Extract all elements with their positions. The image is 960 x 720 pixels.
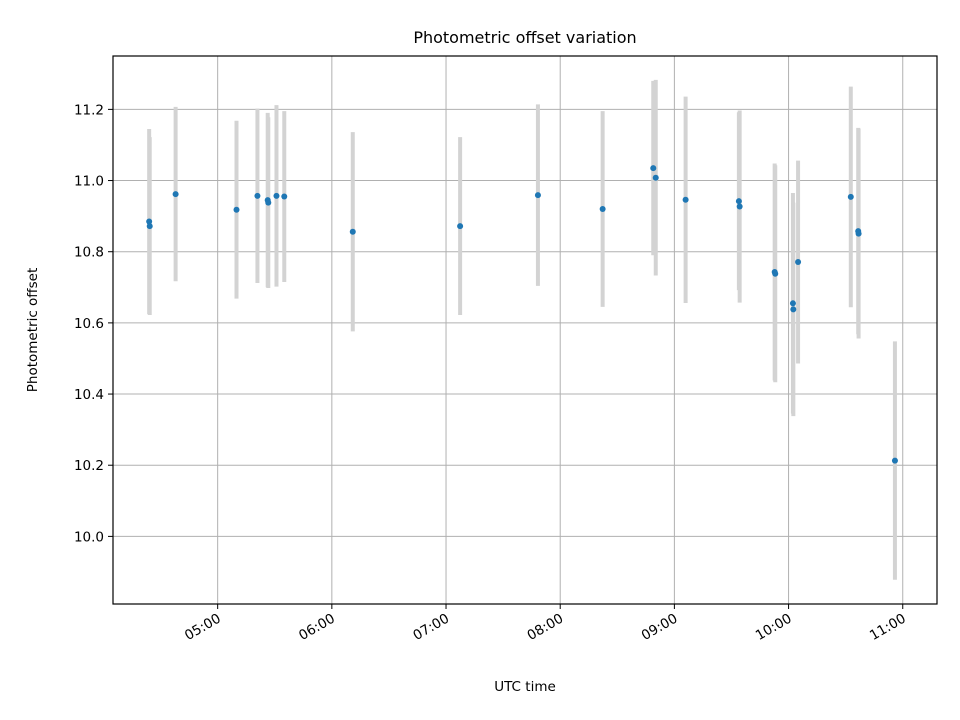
data-point xyxy=(349,228,356,235)
data-point xyxy=(457,223,464,230)
y-tick-label: 10.4 xyxy=(74,387,104,403)
y-axis-label: Photometric offset xyxy=(25,268,41,392)
y-tick-label: 10.8 xyxy=(74,245,104,261)
data-point xyxy=(254,192,261,199)
data-point xyxy=(265,199,272,206)
data-point xyxy=(847,193,854,200)
data-point xyxy=(146,218,153,225)
data-point xyxy=(790,306,797,313)
data-point xyxy=(772,270,779,277)
data-point xyxy=(599,206,606,213)
data-points xyxy=(146,165,898,464)
x-axis-label: UTC time xyxy=(494,679,556,695)
y-tick-label: 10.2 xyxy=(74,458,104,474)
chart-title: Photometric offset variation xyxy=(413,28,636,47)
y-tick-label: 10.6 xyxy=(74,316,104,332)
data-point xyxy=(891,457,898,464)
y-axis-ticks: 10.0 10.2 10.4 10.6 10.8 11.0 11.2 xyxy=(74,102,113,545)
data-point xyxy=(855,230,862,237)
y-tick-label: 11.2 xyxy=(74,102,104,118)
data-point xyxy=(652,174,659,181)
data-point xyxy=(735,198,742,205)
y-tick-label: 10.0 xyxy=(74,529,104,545)
y-tick-label: 11.0 xyxy=(74,174,104,190)
data-point xyxy=(172,191,179,198)
data-point xyxy=(682,196,689,203)
plot-frame xyxy=(112,55,938,605)
data-point xyxy=(146,223,153,230)
data-point xyxy=(273,192,280,199)
data-point xyxy=(233,206,240,213)
data-point xyxy=(795,259,802,266)
data-point xyxy=(736,203,743,210)
data-point xyxy=(650,165,657,172)
data-point xyxy=(789,300,796,307)
data-point xyxy=(281,193,288,200)
data-point xyxy=(534,192,541,199)
